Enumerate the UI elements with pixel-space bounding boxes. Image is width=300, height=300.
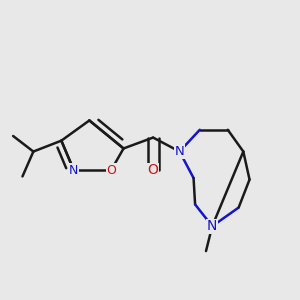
Text: N: N xyxy=(69,164,79,177)
Text: N: N xyxy=(175,145,184,158)
Text: O: O xyxy=(148,163,158,177)
Text: O: O xyxy=(106,164,116,177)
Text: N: N xyxy=(207,219,217,233)
